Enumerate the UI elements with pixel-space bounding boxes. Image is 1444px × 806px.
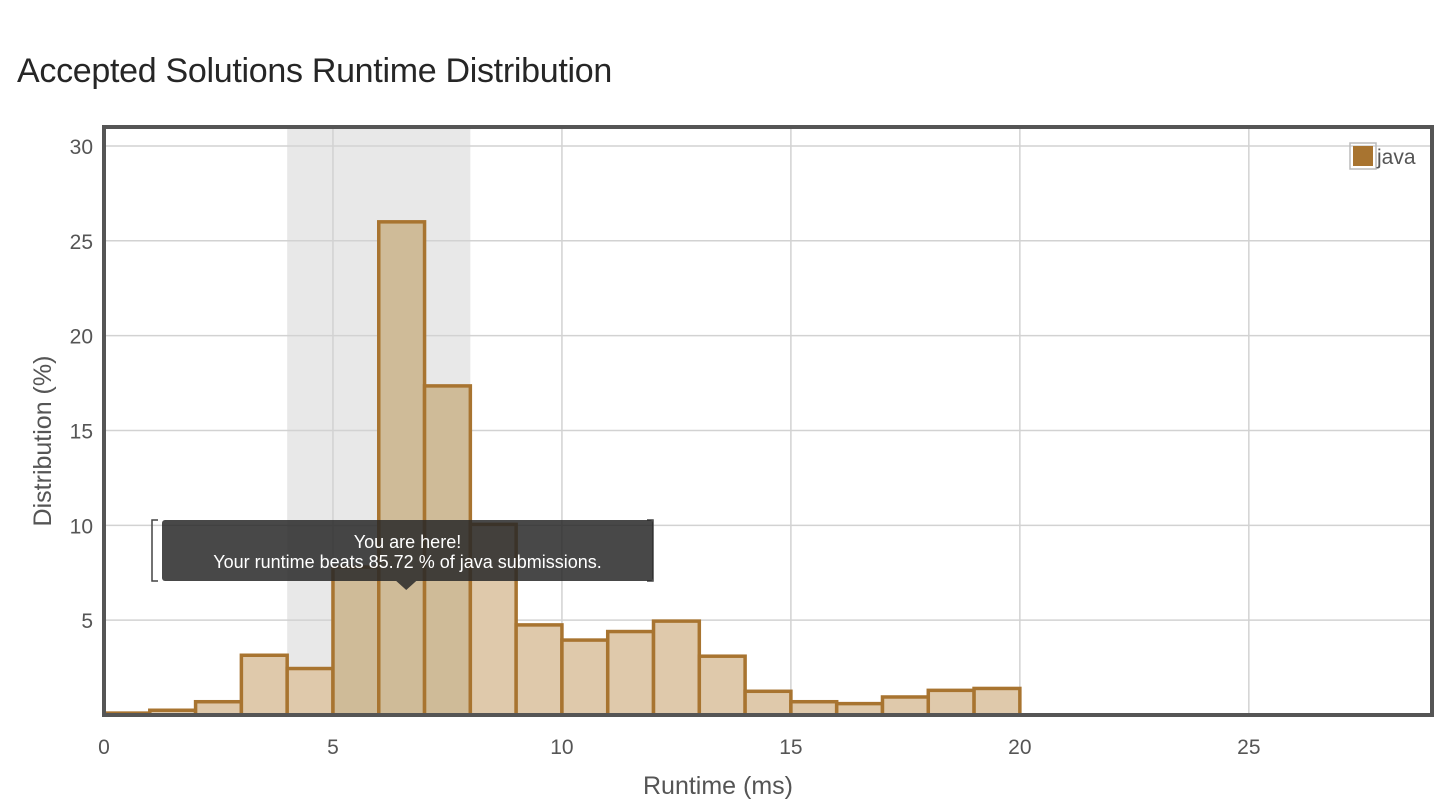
y-tick-label: 20 [70,326,93,349]
plot-area [102,125,1434,717]
y-axis-label: Distribution (%) [29,356,57,527]
histogram-bar[interactable] [651,619,702,717]
histogram-bar[interactable] [377,220,427,717]
histogram-bar[interactable] [972,686,1022,717]
histogram-bar[interactable] [285,666,335,717]
x-axis-label: Runtime (ms) [643,772,793,800]
histogram-bar[interactable] [331,565,381,717]
histogram-bar[interactable] [697,654,747,717]
y-tick-label: 15 [70,420,93,443]
y-tick-label: 10 [70,515,93,538]
legend[interactable]: java [1349,142,1416,170]
tooltip-message: Your runtime beats 85.72 % of java submi… [213,552,602,572]
y-tick-label: 30 [70,136,93,159]
x-tick-label: 5 [327,736,339,759]
tooltip-pointer [396,581,417,590]
histogram-bar[interactable] [605,629,656,717]
tooltip-box [162,520,653,581]
histogram-bar[interactable] [514,623,564,717]
y-tick-label: 25 [70,231,93,254]
histogram-bar[interactable] [743,689,793,717]
page-title: Accepted Solutions Runtime Distribution [17,52,612,90]
x-tick-label: 15 [779,736,802,759]
y-tick-label: 5 [81,610,93,633]
runtime-tooltip: You are here! Your runtime beats 85.72 %… [151,519,654,590]
histogram-bar[interactable] [880,695,931,717]
tooltip-title: You are here! [354,532,461,552]
x-tick-label: 25 [1237,736,1260,759]
legend-label-java: java [1376,146,1416,169]
x-tick-label: 10 [550,736,573,759]
legend-swatch-frame [1349,142,1377,170]
legend-swatch-java [1353,146,1373,166]
histogram-bar[interactable] [239,653,289,717]
x-tick-label: 20 [1008,736,1031,759]
histogram-bar[interactable] [560,638,610,717]
x-tick-label: 0 [98,736,110,759]
histogram-bar[interactable] [926,688,976,717]
